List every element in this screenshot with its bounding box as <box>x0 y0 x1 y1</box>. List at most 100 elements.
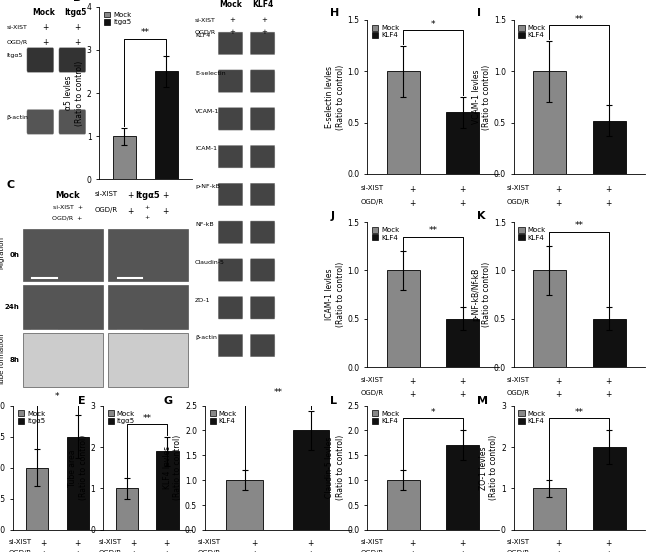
Bar <box>593 319 625 367</box>
Legend: Mock, KLF4: Mock, KLF4 <box>517 409 547 426</box>
Text: +: + <box>459 539 465 548</box>
Text: +: + <box>459 199 465 208</box>
Bar <box>447 319 480 367</box>
Legend: Mock, Itgα5: Mock, Itgα5 <box>107 409 136 426</box>
Text: +: + <box>42 38 49 47</box>
Text: 8h: 8h <box>10 357 20 363</box>
Text: +: + <box>127 192 134 200</box>
Text: +: + <box>555 185 562 194</box>
FancyBboxPatch shape <box>59 110 86 134</box>
Text: p-NF-kB: p-NF-kB <box>195 184 220 189</box>
Bar <box>23 285 103 329</box>
Bar <box>533 489 566 530</box>
Text: OGD/R: OGD/R <box>198 550 220 552</box>
Text: +: + <box>555 539 562 548</box>
Text: +: + <box>130 539 136 548</box>
Text: Migration: Migration <box>0 236 5 269</box>
Text: +: + <box>605 199 612 208</box>
FancyBboxPatch shape <box>59 48 86 72</box>
Bar <box>226 480 263 530</box>
Text: +: + <box>145 205 150 210</box>
Bar <box>593 447 625 530</box>
Text: si-XIST: si-XIST <box>94 192 118 198</box>
Text: +: + <box>605 377 612 386</box>
Text: +: + <box>409 185 415 194</box>
Text: Mock: Mock <box>32 8 55 18</box>
Y-axis label: VCAM-1 levles
(Ratio to control): VCAM-1 levles (Ratio to control) <box>471 64 491 130</box>
Text: Itgα5: Itgα5 <box>6 53 23 58</box>
Text: +: + <box>229 29 235 35</box>
Text: K: K <box>476 211 485 221</box>
Text: +: + <box>555 390 562 399</box>
Text: si-XIST: si-XIST <box>6 25 27 30</box>
Bar <box>109 333 188 388</box>
Text: +: + <box>164 539 170 548</box>
Bar <box>23 229 103 281</box>
Text: si-XIST: si-XIST <box>507 539 530 545</box>
Y-axis label: α5 levles
(Ratio to control): α5 levles (Ratio to control) <box>64 60 84 126</box>
Legend: Mock, Itgα5: Mock, Itgα5 <box>103 10 133 26</box>
Y-axis label: E-selectin levles
(Ratio to control): E-selectin levles (Ratio to control) <box>325 64 344 130</box>
Text: +: + <box>409 377 415 386</box>
Bar <box>387 71 420 174</box>
Bar <box>447 112 480 174</box>
Text: +: + <box>409 550 415 552</box>
Text: si-XIST: si-XIST <box>98 539 122 545</box>
Text: +: + <box>555 377 562 386</box>
Text: +: + <box>40 539 46 548</box>
Text: si-XIST: si-XIST <box>8 539 32 545</box>
Bar <box>116 489 138 530</box>
Text: OGD/R: OGD/R <box>361 550 384 552</box>
Text: E-selectin: E-selectin <box>195 71 226 76</box>
Text: +: + <box>127 207 134 216</box>
Bar <box>593 120 625 174</box>
Text: OGD/R: OGD/R <box>98 550 122 552</box>
Y-axis label: KLF4 levles
(Ratio to control): KLF4 levles (Ratio to control) <box>162 435 182 500</box>
Bar <box>109 285 188 329</box>
Text: **: ** <box>575 221 584 230</box>
Text: L: L <box>330 396 337 406</box>
Text: +: + <box>459 390 465 399</box>
Y-axis label: Tube area
(Ratio to control): Tube area (Ratio to control) <box>68 435 88 500</box>
Text: +: + <box>252 550 257 552</box>
Text: +: + <box>409 539 415 548</box>
Text: +: + <box>409 199 415 208</box>
Text: Itgα5: Itgα5 <box>64 8 87 18</box>
FancyBboxPatch shape <box>218 32 242 55</box>
Text: +: + <box>459 377 465 386</box>
FancyBboxPatch shape <box>218 259 242 281</box>
Text: +: + <box>307 539 313 548</box>
Text: +: + <box>555 199 562 208</box>
FancyBboxPatch shape <box>218 70 242 92</box>
Text: Tube formation: Tube formation <box>0 333 5 385</box>
FancyBboxPatch shape <box>250 183 275 206</box>
Bar <box>387 270 420 367</box>
Text: **: ** <box>143 414 152 423</box>
Text: Mock: Mock <box>219 0 242 9</box>
Text: si-XIST  +: si-XIST + <box>53 205 83 210</box>
Text: OGD/R: OGD/R <box>361 390 384 396</box>
Y-axis label: ICAM-1 levles
(Ratio to control): ICAM-1 levles (Ratio to control) <box>325 262 344 327</box>
Text: 24h: 24h <box>5 304 20 310</box>
Text: +: + <box>162 207 169 216</box>
Text: +: + <box>605 390 612 399</box>
Legend: Mock, Itgα5: Mock, Itgα5 <box>16 409 47 426</box>
Text: +: + <box>145 215 150 220</box>
Text: **: ** <box>141 28 150 38</box>
Text: B: B <box>73 0 81 3</box>
Text: si-XIST: si-XIST <box>198 539 220 545</box>
Text: si-XIST: si-XIST <box>507 185 530 190</box>
FancyBboxPatch shape <box>218 335 242 357</box>
Text: KLF4: KLF4 <box>252 0 273 9</box>
Text: Mock: Mock <box>55 191 80 200</box>
Text: +: + <box>261 29 267 35</box>
Text: E: E <box>78 396 86 406</box>
Text: J: J <box>330 211 334 221</box>
FancyBboxPatch shape <box>218 108 242 130</box>
Text: **: ** <box>575 14 584 24</box>
Text: +: + <box>164 550 170 552</box>
FancyBboxPatch shape <box>27 48 54 72</box>
FancyBboxPatch shape <box>250 335 275 357</box>
Text: +: + <box>307 550 313 552</box>
FancyBboxPatch shape <box>250 32 275 55</box>
